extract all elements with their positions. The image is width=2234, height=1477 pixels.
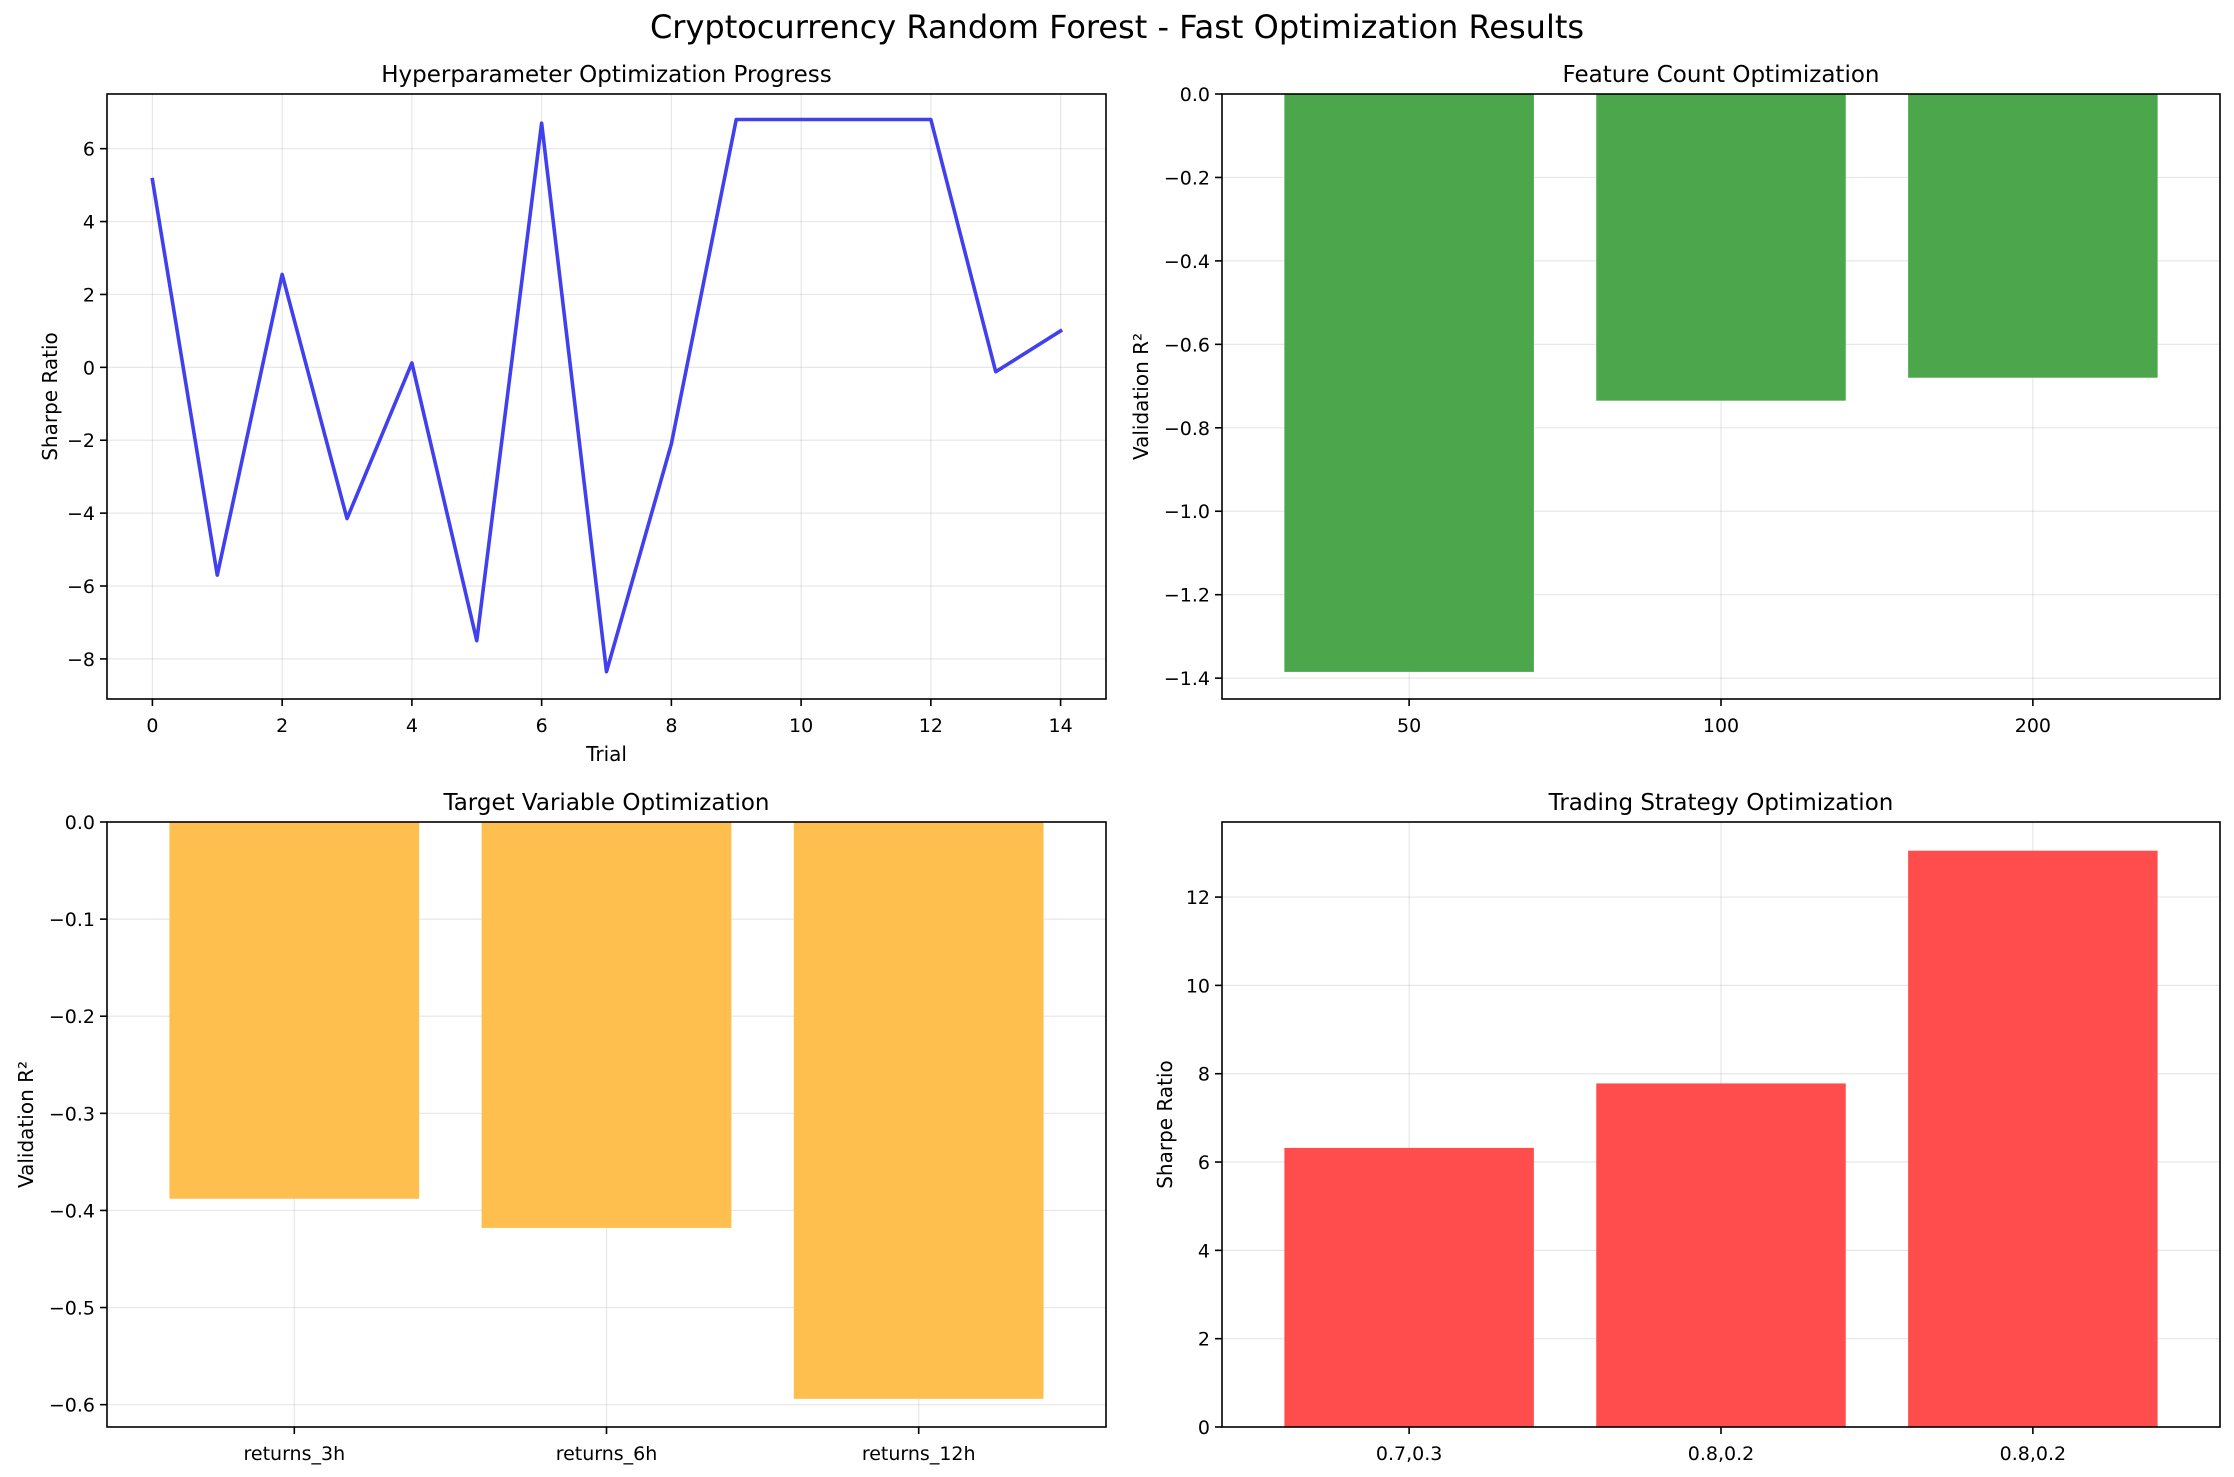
x-tick-label: 14 — [1048, 715, 1072, 737]
figure-title: Cryptocurrency Random Forest - Fast Opti… — [649, 8, 1585, 46]
y-tick-label: −0.4 — [49, 1200, 95, 1222]
y-tick-label: 6 — [83, 139, 95, 161]
y-tick-label: 4 — [1198, 1240, 1210, 1262]
y-tick-label: −2 — [67, 430, 95, 452]
y-tick-label: 6 — [1198, 1152, 1210, 1174]
bar-2 — [1596, 1083, 1846, 1427]
y-tick-label: 0 — [83, 357, 95, 379]
y-tick-label: −1.4 — [1164, 668, 1210, 690]
chart-panel-2: 50 100 200 −1.4 −1.2 −1.0 −0.8 −0.6 −0.4 −0.2 0.0 F… — [1129, 62, 2221, 737]
chart-title: Hyperparameter Optimization Progress — [381, 62, 831, 88]
y-tick-label: −0.6 — [1164, 334, 1210, 356]
y-tick-label: 10 — [1186, 975, 1210, 997]
x-tick-label: 0.8,0.2 — [1688, 1443, 1754, 1465]
chart-title: Trading Strategy Optimization — [1548, 790, 1894, 816]
x-tick-label: 10 — [789, 715, 813, 737]
x-tick-label: 0 — [146, 715, 158, 737]
y-axis-label: Sharpe Ratio — [1153, 1060, 1177, 1189]
y-tick-label: −0.8 — [1164, 418, 1210, 440]
x-tick-label: returns_3h — [244, 1443, 346, 1465]
x-tick-label: 12 — [919, 715, 943, 737]
y-tick-label: 4 — [83, 212, 95, 234]
x-tick-label: 6 — [536, 715, 548, 737]
bar-3 — [1908, 94, 2158, 378]
y-tick-label: 2 — [1198, 1329, 1210, 1351]
y-tick-label: 0.0 — [65, 812, 95, 834]
bar-1 — [1284, 1147, 1534, 1427]
y-tick-label: 0.0 — [1180, 84, 1210, 106]
y-axis-label: Validation R² — [14, 1061, 38, 1188]
y-tick-label: −0.5 — [49, 1298, 95, 1320]
bar-1 — [1284, 94, 1534, 672]
grid — [107, 94, 1106, 699]
series-line-1 — [150, 117, 1064, 674]
bar-3 — [1908, 850, 2158, 1427]
y-tick-label: −6 — [67, 576, 95, 598]
y-tick-label: 2 — [83, 284, 95, 306]
chart-title: Feature Count Optimization — [1563, 62, 1880, 88]
y-axis-label: Validation R² — [1129, 333, 1153, 460]
chart-title: Target Variable Optimization — [442, 790, 769, 816]
y-tick-label: −0.2 — [49, 1006, 95, 1028]
chart-panel-4: 0.7,0.3 0.8,0.2 0.8,0.2 0 2 4 6 8 10 12 Trading St… — [1153, 790, 2221, 1465]
x-tick-label: 0.8,0.2 — [2000, 1443, 2066, 1465]
y-tick-label: −1.0 — [1164, 501, 1210, 523]
x-axis-label: Trial — [585, 742, 627, 766]
x-tick-label: 200 — [2015, 715, 2051, 737]
bar-2 — [481, 822, 732, 1228]
bar-3 — [793, 822, 1044, 1399]
y-tick-label: −0.3 — [49, 1103, 95, 1125]
axes-frame — [106, 93, 1107, 700]
chart-panel-1: 0 2 4 6 8 10 12 14 −8 −6 −4 −2 0 2 4 6 Hyperparameter Op… — [38, 62, 1107, 766]
y-tick-label: −0.2 — [1164, 167, 1210, 189]
bar-2 — [1596, 94, 1846, 401]
x-tick-label: 4 — [406, 715, 418, 737]
y-tick-label: −8 — [67, 649, 95, 671]
bar-1 — [169, 822, 420, 1199]
x-tick-label: returns_12h — [862, 1443, 976, 1465]
x-tick-label: 2 — [276, 715, 288, 737]
y-tick-label: −4 — [67, 503, 95, 525]
y-tick-label: −0.1 — [49, 909, 95, 931]
y-tick-label: 0 — [1198, 1417, 1210, 1439]
y-tick-label: −0.6 — [49, 1395, 95, 1417]
x-tick-label: returns_6h — [556, 1443, 658, 1465]
x-tick-label: 0.7,0.3 — [1376, 1443, 1442, 1465]
y-tick-label: 12 — [1186, 887, 1210, 909]
y-tick-label: 8 — [1198, 1064, 1210, 1086]
y-tick-label: −0.4 — [1164, 251, 1210, 273]
x-tick-label: 100 — [1703, 715, 1739, 737]
y-tick-label: −1.2 — [1164, 585, 1210, 607]
chart-panel-3: returns_3h returns_6h returns_12h −0.6 −0.5 −… — [14, 790, 1107, 1465]
y-axis-label: Sharpe Ratio — [38, 332, 62, 461]
x-tick-label: 8 — [665, 715, 677, 737]
x-tick-label: 50 — [1397, 715, 1421, 737]
